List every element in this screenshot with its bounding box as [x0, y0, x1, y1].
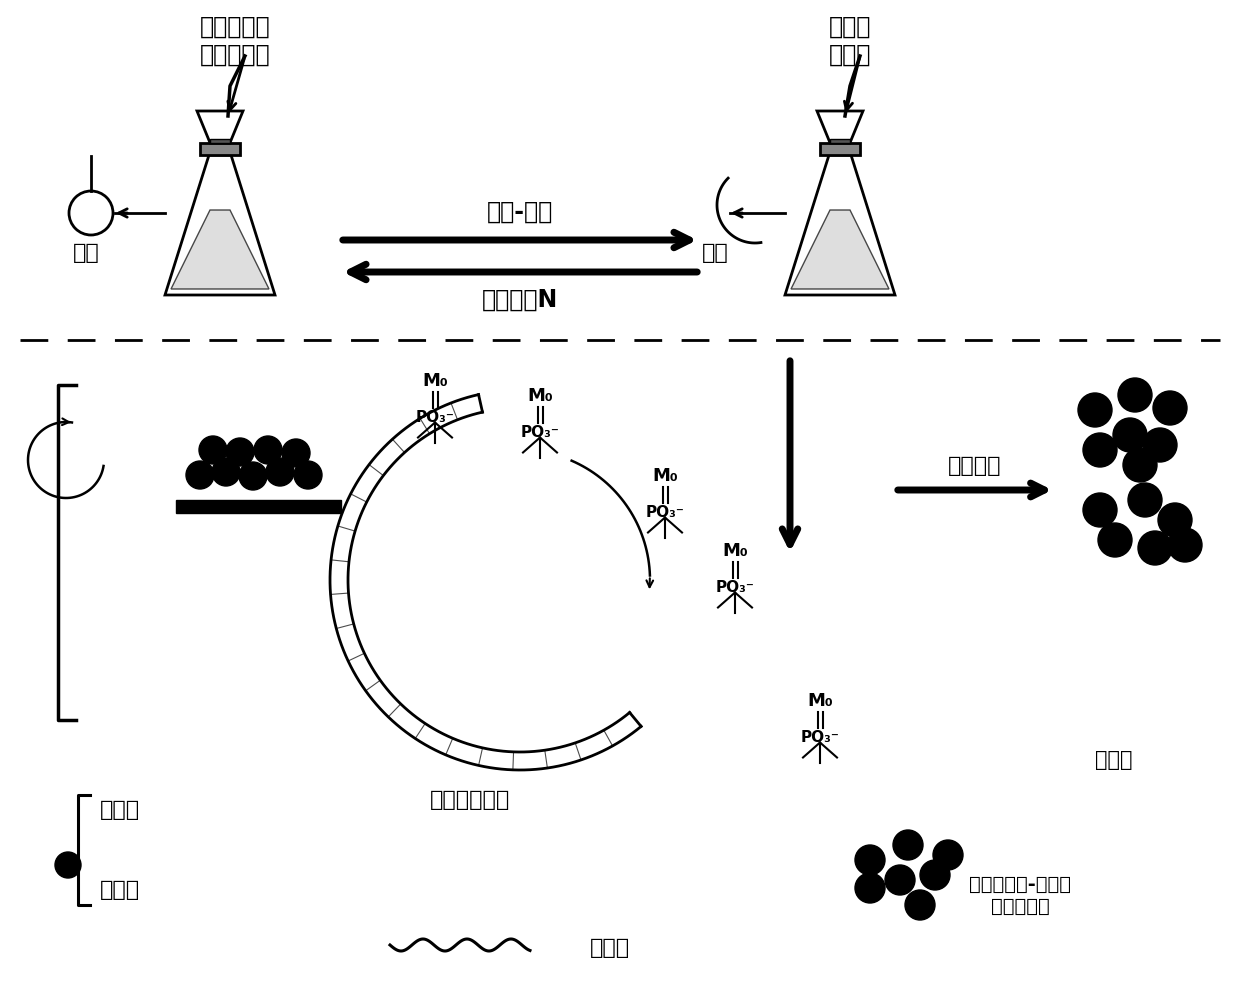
Text: M₀: M₀: [422, 372, 448, 390]
Circle shape: [1083, 493, 1117, 527]
Circle shape: [1158, 503, 1192, 537]
Circle shape: [267, 458, 294, 486]
Circle shape: [1153, 391, 1187, 425]
Text: 纤维素: 纤维素: [590, 938, 630, 958]
Text: 循环次数N: 循环次数N: [482, 288, 558, 312]
Circle shape: [1083, 433, 1117, 467]
Text: 抄滤: 抄滤: [73, 243, 99, 263]
Text: PO₃⁻: PO₃⁻: [646, 505, 684, 520]
Bar: [210, 139, 229, 143]
Text: M₀: M₀: [652, 467, 678, 485]
Circle shape: [281, 439, 310, 467]
Text: M₀: M₀: [527, 387, 553, 405]
Circle shape: [1123, 448, 1157, 482]
Circle shape: [239, 462, 267, 490]
Text: 金属氧化物-显色剂
纳米复合物: 金属氧化物-显色剂 纳米复合物: [968, 874, 1071, 916]
Circle shape: [212, 458, 241, 486]
Circle shape: [254, 436, 281, 464]
Text: 复溶分散: 复溶分散: [949, 456, 1002, 476]
Bar: [830, 139, 849, 143]
Circle shape: [1128, 483, 1162, 517]
Bar: [200, 143, 239, 155]
Text: 磷鐳酸: 磷鐳酸: [100, 880, 140, 900]
Text: PO₃⁻: PO₃⁻: [415, 410, 454, 425]
Text: 溶胶-凝胶: 溶胶-凝胶: [487, 200, 553, 224]
Text: M₀: M₀: [807, 692, 833, 710]
Circle shape: [226, 438, 254, 466]
Circle shape: [198, 436, 227, 464]
Text: 钒酸四丁酯
锄酸四丁酯: 钒酸四丁酯 锄酸四丁酯: [200, 15, 270, 66]
Circle shape: [885, 865, 915, 895]
Circle shape: [1143, 428, 1177, 462]
Polygon shape: [171, 210, 269, 289]
Bar: [176, 500, 341, 513]
Circle shape: [1097, 523, 1132, 557]
Bar: [820, 143, 859, 155]
Circle shape: [905, 890, 935, 920]
Text: PO₃⁻: PO₃⁻: [801, 730, 839, 744]
Circle shape: [186, 461, 215, 489]
Polygon shape: [791, 210, 889, 289]
Text: PO₃⁻: PO₃⁻: [521, 425, 559, 440]
Text: PO₃⁻: PO₃⁻: [715, 579, 754, 595]
Text: 纳米二氧化锄: 纳米二氧化锄: [430, 790, 510, 810]
Text: M₀: M₀: [722, 542, 748, 560]
Text: 抄滤: 抄滤: [702, 243, 728, 263]
Text: 磷鐳酸: 磷鐳酸: [1095, 750, 1132, 770]
Circle shape: [1114, 418, 1147, 452]
Text: 萱素红
磷鐳酸: 萱素红 磷鐳酸: [828, 15, 872, 66]
Circle shape: [294, 461, 322, 489]
Circle shape: [920, 860, 950, 890]
Circle shape: [856, 873, 885, 903]
Circle shape: [856, 845, 885, 875]
Circle shape: [1168, 528, 1202, 562]
Circle shape: [893, 830, 923, 860]
Circle shape: [55, 852, 81, 878]
Text: 萱素红: 萱素红: [100, 800, 140, 820]
Circle shape: [932, 840, 963, 870]
Circle shape: [1138, 531, 1172, 565]
Circle shape: [1078, 393, 1112, 427]
Circle shape: [1118, 378, 1152, 412]
